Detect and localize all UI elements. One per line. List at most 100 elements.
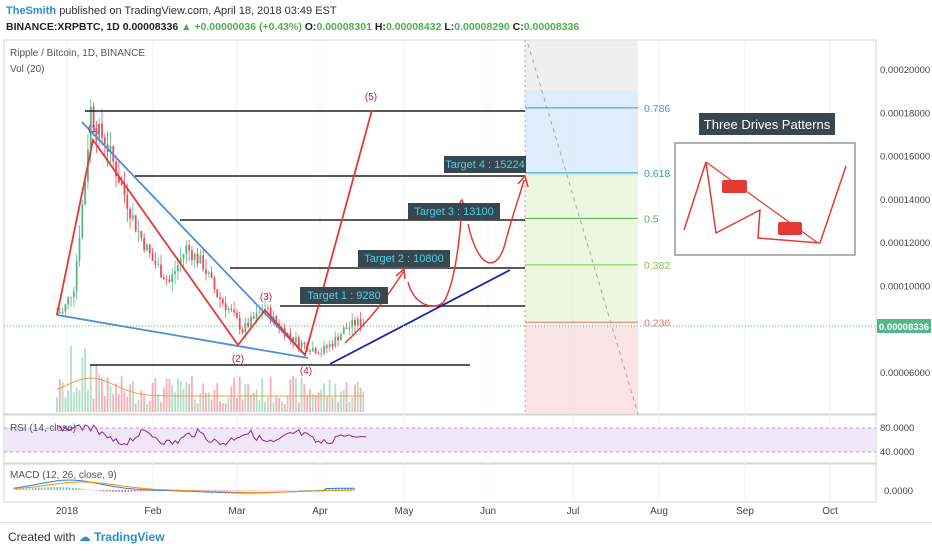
target-labels: Target 1 : 9280 Target 2 : 10800 Target … [300,156,526,304]
volume-bar [292,376,295,412]
projection-box-blue [525,90,638,176]
macd-hist-bar [279,490,281,491]
volume-bar [154,377,157,412]
created-with: Created with ☁ TradingView [8,530,165,544]
candle-body [137,231,140,232]
candle-body [58,312,61,314]
candle-body [314,348,317,354]
macd-hist-bar [245,490,247,491]
price-tick-5: 0.00010000 [880,282,930,293]
tradingview-brand[interactable]: TradingView [94,530,165,544]
candle-body [196,253,199,264]
volume-bar [334,383,337,412]
candle-body [323,345,325,354]
macd-hist-bar [68,487,71,490]
candle-body [207,272,210,274]
volume-bar [120,376,123,412]
volume-bar [258,400,261,412]
candle-body [292,337,295,342]
volume-bar [219,401,221,412]
fib-levels: 0.786 0.618 0.5 0.382 0.236 [525,103,670,329]
created-with-text: Created with [8,530,76,544]
candle-body [148,244,151,253]
time-tick-8: Sep [736,506,754,517]
volume-bar [84,348,87,412]
volume-bar [247,384,250,412]
volume-bar [275,395,278,412]
volume-bar [278,397,280,412]
candle-body [78,237,81,261]
candle-body [193,253,196,261]
volume-bar [182,388,185,412]
chart-canvas[interactable]: 0.786 0.618 0.5 0.382 0.236 0.00020000 0.0001… [0,38,932,522]
target-4-label: Target 4 : 15224 [445,159,525,171]
volume-bar [250,394,252,412]
macd-hist-bar [248,490,250,491]
fib-label-0: 0.786 [644,103,670,115]
macd-hist-bar [96,490,99,491]
candle-body [289,332,292,338]
macd-hist-bar [192,490,195,491]
time-tick-7: Aug [650,506,668,517]
candle-body [101,123,103,138]
macd-hist-bar [127,490,130,492]
macd-hist-bar [109,490,111,492]
author-link[interactable]: TheSmith [6,5,57,17]
candle-body [92,106,95,129]
time-tick-1: Feb [144,506,162,517]
volume-bar [337,402,340,412]
macd-hist-bar [260,490,263,491]
volume-bar [106,376,109,412]
projection-curve-2 [407,204,463,307]
rsi-tick-80: 80.0000 [880,423,914,434]
volume-bar [309,389,311,412]
volume-bar [359,387,362,412]
macd-hist-bar [124,490,127,492]
volume-bar [205,392,207,412]
macd-hist-bar [217,490,219,491]
macd-hist-bar [44,487,46,490]
candle-body [275,316,278,324]
macd-hist-bar [331,487,334,490]
fib-label-1: 0.618 [644,168,670,180]
volume-bar [345,381,348,412]
macd-signal-line [13,481,355,493]
macd-hist-bar [214,490,216,491]
close-label: C: [512,21,524,33]
candle-body [168,279,171,282]
macd-hist-bar [303,489,306,491]
footer-bar: Created with ☁ TradingView [0,522,932,551]
macd-hist-bar [13,489,15,490]
candle-body [252,316,255,319]
volume-bar [81,357,84,412]
macd-hist-bar [56,487,59,490]
macd-hist-bar [19,488,21,490]
volume-bar [196,403,199,412]
volume-bar [269,376,272,412]
wave-label-1: (1) [88,124,100,135]
inset-marker-2 [778,222,802,235]
target-3-label: Target 3 : 13100 [414,206,494,218]
price-tick-3: 0.00014000 [880,195,930,206]
candle-body [171,274,174,282]
volume-bar [280,401,283,412]
candle-body [157,264,160,266]
fib-label-4: 0.236 [644,317,670,329]
candle-body [351,320,354,328]
candle-body [348,327,351,329]
inset-title: Three Drives Patterns [704,117,831,132]
volume-bar [134,403,137,412]
macd-hist-bar [37,487,40,490]
projection-box-gray [525,40,638,90]
candle-body [210,272,213,278]
candle-body [236,312,238,318]
candle-body [269,307,272,321]
candle-body [233,309,235,313]
volume-bar [191,376,193,412]
volume-bar [213,389,216,412]
candle-body [224,303,227,311]
volume-bar [64,397,67,412]
candle-body [70,297,72,298]
macd-hist-bar [334,487,337,490]
price-tick-4: 0.00012000 [880,238,930,249]
